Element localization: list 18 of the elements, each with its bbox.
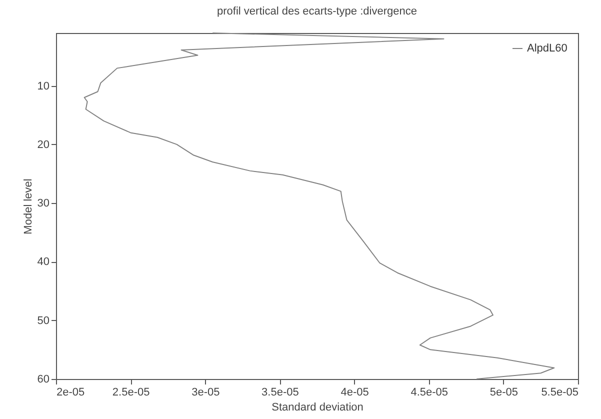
x-tick-label: 2e-05 [56, 386, 85, 398]
x-tick-label: 5e-05 [490, 386, 518, 398]
x-tick-label: 2.5e-05 [112, 386, 150, 398]
y-axis-title: Model level [22, 178, 34, 234]
x-axis-title: Standard deviation [272, 402, 364, 414]
legend-label: AlpdL60 [527, 42, 568, 54]
y-tick-label: 50 [37, 314, 50, 327]
x-tick-label: 3e-05 [192, 386, 220, 398]
y-tick-label: 60 [37, 374, 50, 386]
x-tick-label: 3.5e-05 [262, 386, 299, 398]
chart-title: profil vertical des ecarts-type :divergence [217, 6, 417, 18]
x-tick-label: 4.5e-05 [410, 386, 448, 398]
y-tick-label: 30 [37, 198, 50, 210]
y-tick-label: 10 [37, 80, 50, 92]
x-tick-label: 5.5e-05 [541, 386, 578, 398]
x-tick-label: 4e-05 [340, 386, 369, 398]
y-tick-label: 20 [37, 138, 50, 151]
y-tick-label: 40 [37, 256, 50, 268]
